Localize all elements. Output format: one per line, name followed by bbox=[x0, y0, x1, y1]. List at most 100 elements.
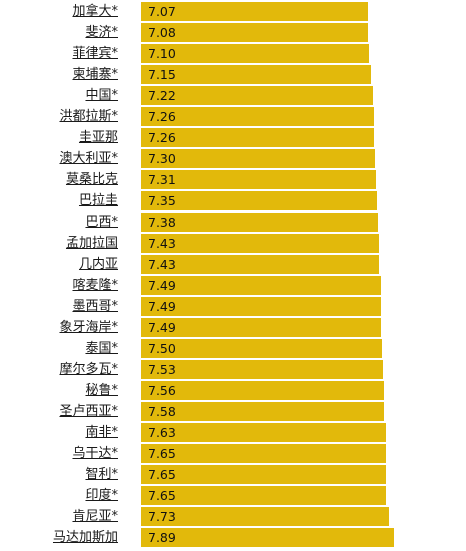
category-label[interactable]: 澳大利亚* bbox=[59, 151, 118, 167]
value-label: 7.65 bbox=[148, 446, 176, 462]
bar-row: 中国* 7.22 bbox=[0, 85, 466, 106]
value-label: 7.65 bbox=[148, 467, 176, 483]
bar bbox=[141, 444, 387, 464]
bar-row: 巴西* 7.38 bbox=[0, 212, 466, 233]
category-label[interactable]: 巴西* bbox=[85, 214, 118, 230]
category-label[interactable]: 中国* bbox=[85, 88, 118, 104]
category-label[interactable]: 喀麦隆* bbox=[72, 277, 118, 293]
bar bbox=[141, 465, 387, 485]
category-label[interactable]: 象牙海岸* bbox=[59, 319, 118, 335]
value-label: 7.22 bbox=[148, 88, 176, 104]
bar-row: 莫桑比克 7.31 bbox=[0, 169, 466, 190]
category-label[interactable]: 圭亚那 bbox=[78, 130, 118, 146]
bar-row: 柬埔寨* 7.15 bbox=[0, 64, 466, 85]
value-label: 7.43 bbox=[148, 235, 176, 251]
bar bbox=[141, 507, 389, 527]
bar-row: 秘鲁* 7.56 bbox=[0, 380, 466, 401]
value-label: 7.63 bbox=[148, 425, 176, 440]
bar bbox=[141, 254, 380, 274]
category-label[interactable]: 墨西哥* bbox=[72, 298, 118, 314]
value-label: 7.43 bbox=[148, 256, 176, 272]
category-label[interactable]: 秘鲁* bbox=[85, 382, 118, 398]
value-label: 7.73 bbox=[148, 509, 176, 525]
category-label[interactable]: 圣卢西亚* bbox=[59, 403, 118, 419]
bar-row: 洪都拉斯* 7.26 bbox=[0, 106, 466, 127]
value-label: 7.49 bbox=[148, 277, 176, 293]
bar-row: 智利* 7.65 bbox=[0, 464, 466, 485]
bar-row: 乌干达* 7.65 bbox=[0, 443, 466, 464]
category-label[interactable]: 菲律宾* bbox=[72, 46, 118, 62]
category-label[interactable]: 肯尼亚* bbox=[72, 509, 118, 525]
value-label: 7.07 bbox=[148, 4, 176, 19]
bar bbox=[141, 107, 375, 127]
value-label: 7.49 bbox=[148, 319, 176, 335]
bar bbox=[141, 528, 394, 548]
value-label: 7.89 bbox=[148, 530, 176, 546]
bar bbox=[141, 2, 368, 21]
value-label: 7.26 bbox=[148, 130, 176, 146]
bar-row: 印度* 7.65 bbox=[0, 485, 466, 506]
bar-row: 喀麦隆* 7.49 bbox=[0, 275, 466, 296]
category-label[interactable]: 莫桑比克 bbox=[65, 172, 118, 188]
bar bbox=[141, 65, 371, 85]
value-label: 7.15 bbox=[148, 67, 176, 83]
bar bbox=[141, 380, 384, 400]
value-label: 7.53 bbox=[148, 361, 176, 377]
bar bbox=[141, 23, 369, 43]
category-label[interactable]: 智利* bbox=[85, 467, 118, 483]
value-label: 7.30 bbox=[148, 151, 176, 167]
bar-row: 摩尔多瓦* 7.53 bbox=[0, 359, 466, 380]
bar-row: 澳大利亚* 7.30 bbox=[0, 148, 466, 169]
bar bbox=[141, 128, 375, 148]
bar-row: 肯尼亚* 7.73 bbox=[0, 506, 466, 527]
bar bbox=[141, 191, 377, 211]
bar-row: 菲律宾* 7.10 bbox=[0, 43, 466, 64]
category-label[interactable]: 乌干达* bbox=[72, 446, 118, 462]
value-label: 7.08 bbox=[148, 25, 176, 41]
category-label[interactable]: 马达加斯加 bbox=[52, 530, 118, 546]
category-label[interactable]: 泰国* bbox=[85, 340, 118, 356]
bar-row: 巴拉圭 7.35 bbox=[0, 190, 466, 211]
bar-row: 几内亚 7.43 bbox=[0, 254, 466, 275]
bar bbox=[141, 359, 383, 379]
value-label: 7.65 bbox=[148, 488, 176, 504]
category-label[interactable]: 巴拉圭 bbox=[78, 193, 118, 209]
value-label: 7.58 bbox=[148, 403, 176, 419]
bar bbox=[141, 423, 386, 442]
category-label[interactable]: 摩尔多瓦* bbox=[59, 361, 118, 377]
bar bbox=[141, 233, 380, 253]
bar bbox=[141, 86, 373, 106]
category-label[interactable]: 孟加拉国 bbox=[65, 235, 118, 251]
value-label: 7.10 bbox=[148, 46, 176, 62]
bar-row: 加拿大* 7.07 bbox=[0, 1, 466, 22]
bar bbox=[141, 44, 369, 64]
bar bbox=[141, 486, 387, 506]
bar bbox=[141, 296, 382, 316]
bar bbox=[141, 275, 382, 295]
bar-row: 孟加拉国 7.43 bbox=[0, 233, 466, 254]
value-label: 7.35 bbox=[148, 193, 176, 209]
category-label[interactable]: 南非* bbox=[85, 425, 118, 440]
value-label: 7.56 bbox=[148, 382, 176, 398]
bar bbox=[141, 149, 376, 169]
category-label[interactable]: 洪都拉斯* bbox=[59, 109, 118, 125]
bar-row: 斐济* 7.08 bbox=[0, 22, 466, 43]
value-label: 7.26 bbox=[148, 109, 176, 125]
bar bbox=[141, 212, 378, 232]
bar-row: 圭亚那 7.26 bbox=[0, 127, 466, 148]
category-label[interactable]: 加拿大* bbox=[72, 4, 118, 19]
value-label: 7.50 bbox=[148, 340, 176, 356]
category-label[interactable]: 印度* bbox=[85, 488, 118, 504]
bar bbox=[141, 170, 376, 190]
bar-row: 墨西哥* 7.49 bbox=[0, 296, 466, 317]
category-label[interactable]: 斐济* bbox=[85, 25, 118, 41]
bar bbox=[141, 401, 385, 421]
bar-row: 马达加斯加 7.89 bbox=[0, 527, 466, 548]
bar-row: 南非* 7.63 bbox=[0, 422, 466, 443]
bar-row: 泰国* 7.50 bbox=[0, 338, 466, 359]
bar bbox=[141, 317, 382, 337]
category-label[interactable]: 几内亚 bbox=[78, 256, 118, 272]
bar-row: 象牙海岸* 7.49 bbox=[0, 317, 466, 338]
category-label[interactable]: 柬埔寨* bbox=[72, 67, 118, 83]
